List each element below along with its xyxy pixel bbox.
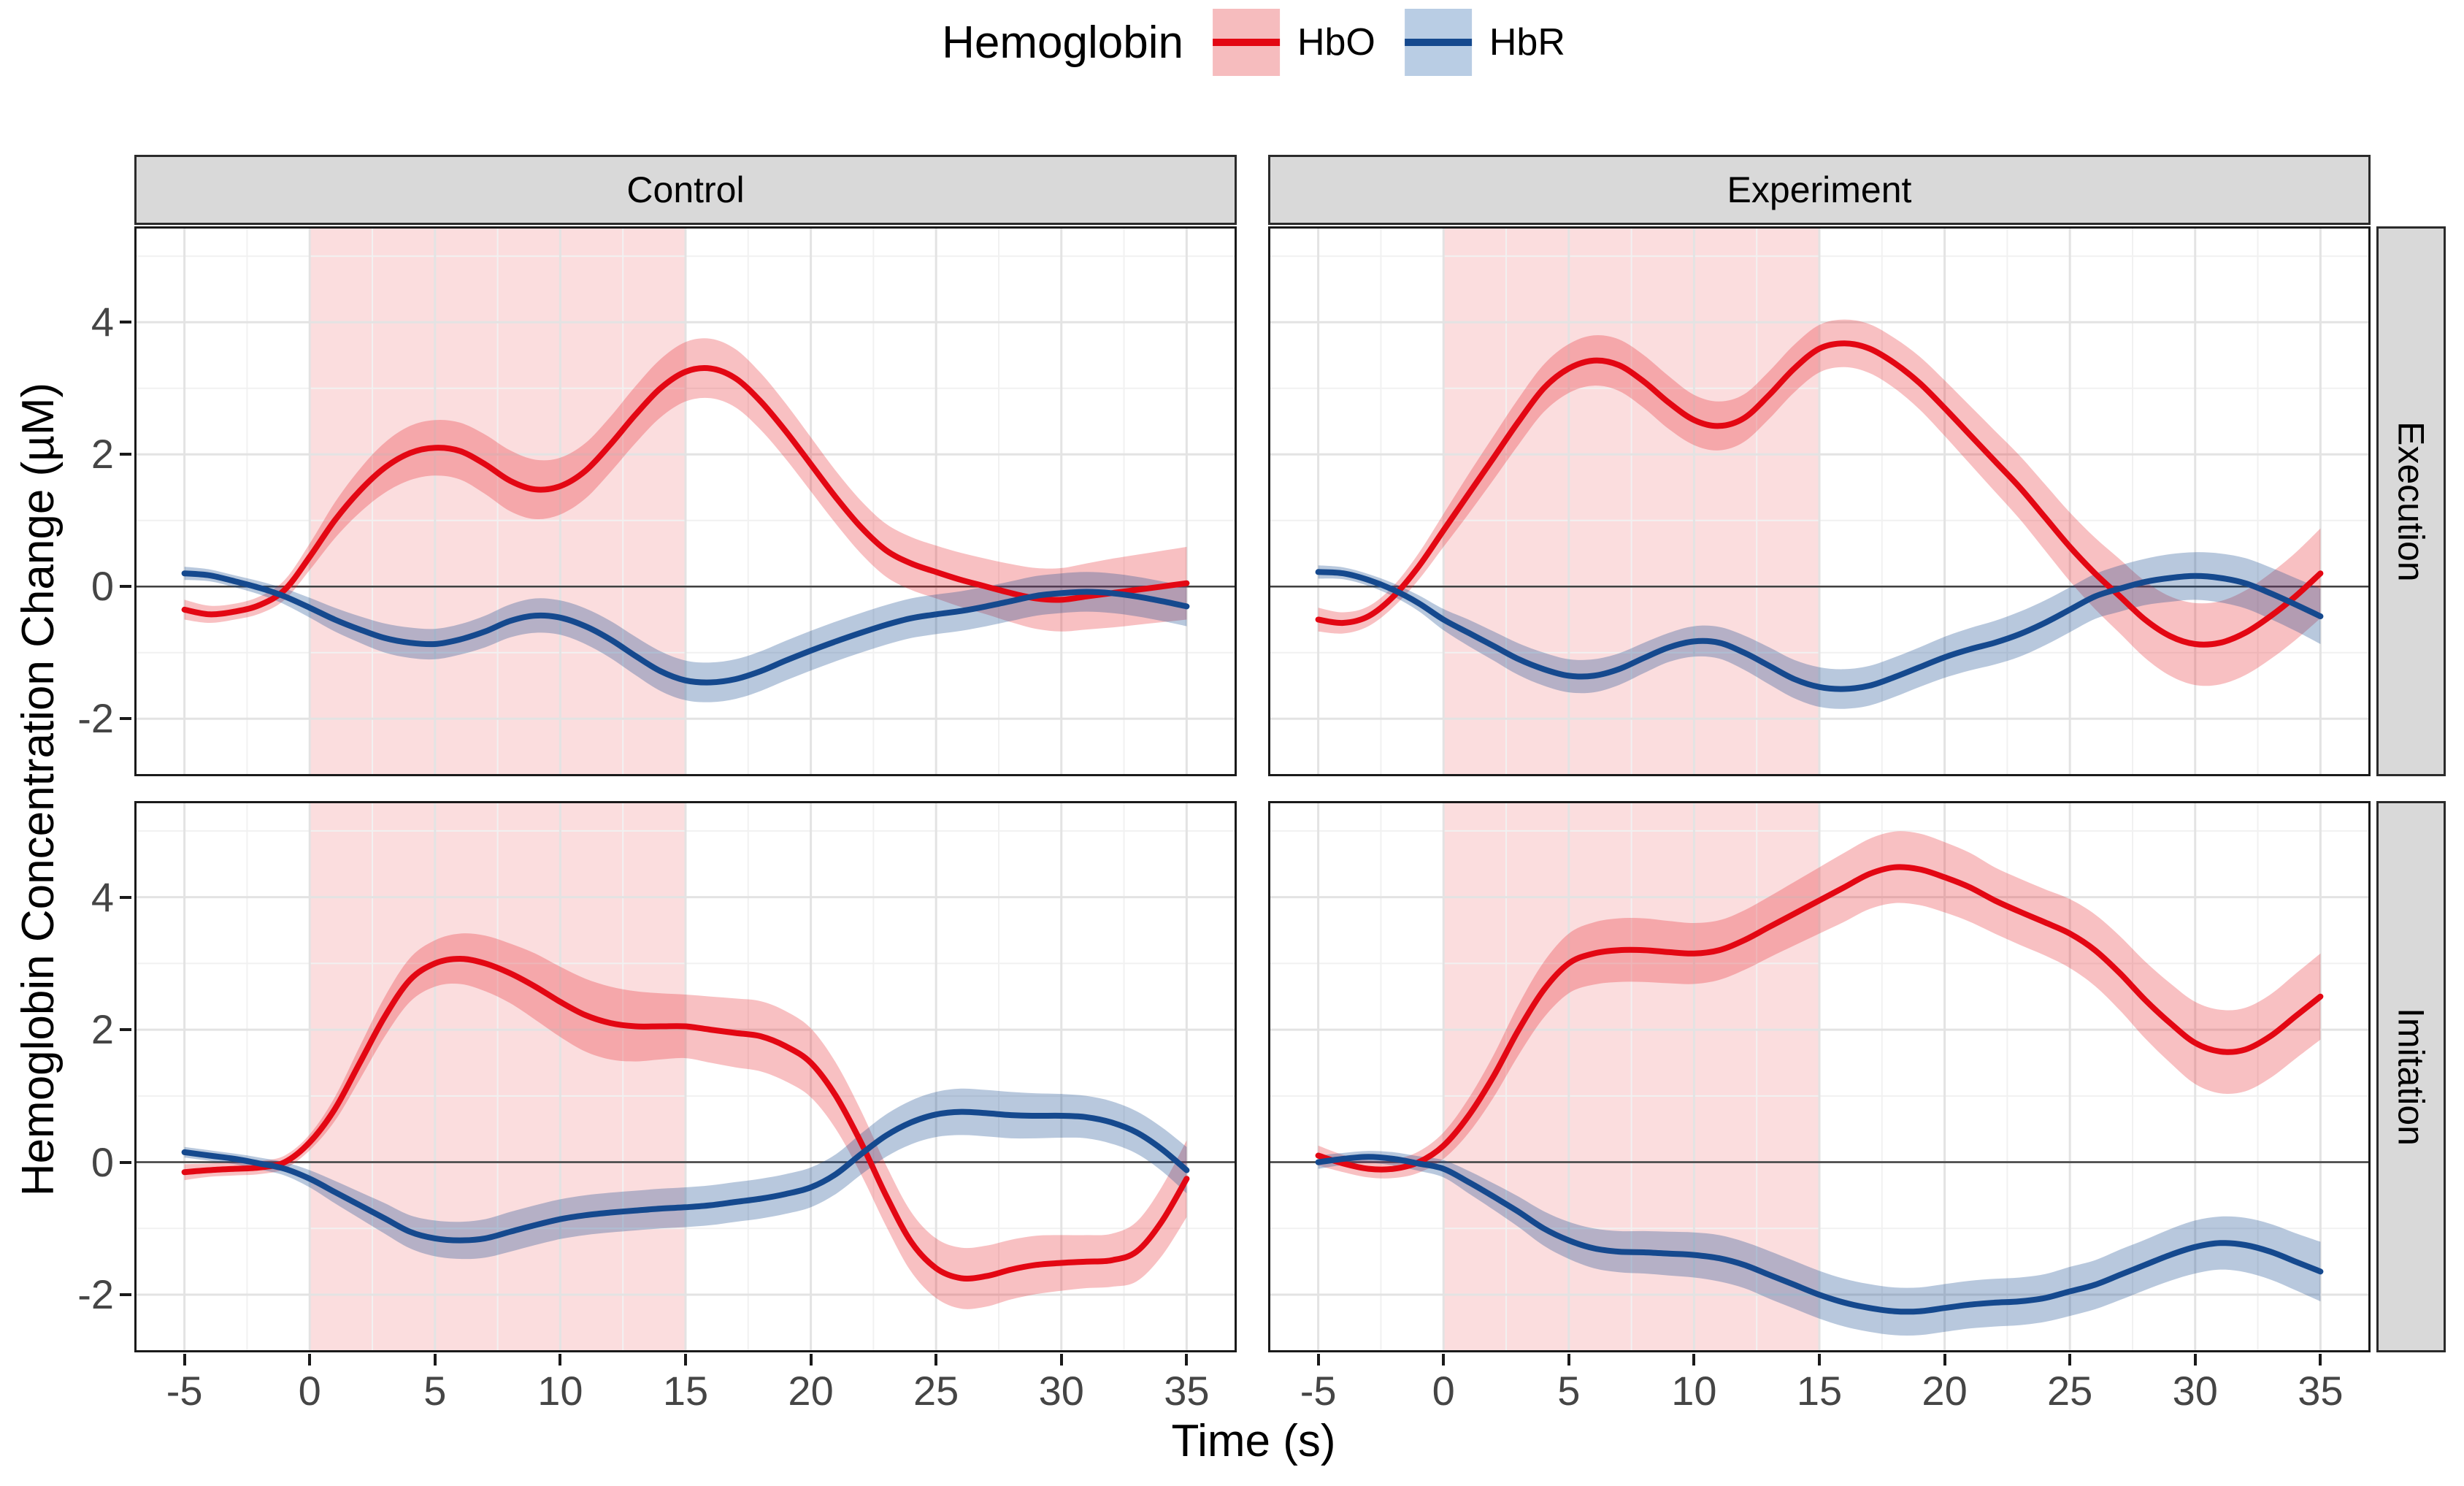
x-tick-mark [1185, 1354, 1189, 1366]
legend-title: Hemoglobin [942, 17, 1183, 68]
legend-item-hbo: HbO [1212, 9, 1375, 76]
x-tick-label: 5 [1557, 1368, 1581, 1414]
hbr-line [1315, 1154, 2324, 1315]
x-tick-label: 15 [662, 1368, 709, 1414]
hbo-line [181, 365, 1190, 618]
x-tick-mark [2068, 1354, 2072, 1366]
x-tick-mark [433, 1354, 437, 1366]
hbr-line [1315, 569, 2324, 692]
legend-item-hbr: HbR [1404, 9, 1565, 76]
legend-label-hbr: HbR [1489, 21, 1565, 64]
x-tick-label: 25 [913, 1368, 959, 1414]
y-tick-label: 4 [91, 299, 114, 345]
x-tick-mark [1818, 1354, 1821, 1366]
y-tick-mark [120, 1160, 131, 1164]
y-tick-label: 4 [91, 873, 114, 920]
y-tick-label: 0 [91, 563, 114, 610]
x-tick-label: -5 [166, 1368, 203, 1414]
legend-label-hbo: HbO [1297, 21, 1375, 64]
x-tick-mark [1059, 1354, 1063, 1366]
y-tick-label: 2 [91, 1006, 114, 1053]
y-tick-label: 2 [91, 431, 114, 478]
y-tick-mark [120, 895, 131, 899]
hbo-ribbon [184, 933, 1187, 1309]
x-tick-mark [559, 1354, 562, 1366]
hbr-line [181, 570, 1190, 686]
y-tick-mark [120, 585, 131, 589]
x-tick-label: 35 [1164, 1368, 1210, 1414]
legend: Hemoglobin HbO HbR [942, 9, 1565, 76]
x-tick-label: 15 [1796, 1368, 1843, 1414]
hbr-ribbon [184, 1088, 1187, 1260]
y-tick-label: -2 [77, 695, 114, 742]
x-tick-label: 30 [2172, 1368, 2218, 1414]
facet-strip-control: Control [134, 155, 1237, 225]
y-tick-mark [120, 321, 131, 324]
x-tick-label: -5 [1300, 1368, 1337, 1414]
facet-strip-imitation: Imitation [2376, 801, 2446, 1352]
x-tick-mark [183, 1354, 186, 1366]
facet-strip-execution: Execution [2376, 226, 2446, 776]
hbo-ribbon [184, 338, 1187, 632]
panel-imitation-control [134, 801, 1237, 1352]
y-tick-label: 0 [91, 1138, 114, 1185]
y-tick-mark [120, 1028, 131, 1032]
hbr-ribbon [1318, 552, 2321, 709]
x-tick-label: 0 [298, 1368, 321, 1414]
hbo-line [1315, 340, 2324, 648]
x-tick-label: 0 [1432, 1368, 1455, 1414]
x-tick-label: 25 [2047, 1368, 2093, 1414]
x-tick-mark [1316, 1354, 1320, 1366]
hbr-line [181, 1108, 1190, 1244]
x-tick-mark [934, 1354, 938, 1366]
x-tick-mark [809, 1354, 813, 1366]
x-tick-label: 10 [1671, 1368, 1717, 1414]
hbr-ribbon-swatch-icon [1404, 9, 1472, 76]
x-tick-label: 20 [1922, 1368, 1968, 1414]
x-tick-label: 35 [2298, 1368, 2344, 1414]
hbo-line-icon [1212, 39, 1280, 46]
hbo-ribbon [1318, 831, 2321, 1179]
panel-execution-experiment [1268, 226, 2371, 776]
hbr-ribbon [184, 567, 1187, 702]
panel-imitation-experiment [1268, 801, 2371, 1352]
hbr-line-icon [1404, 39, 1472, 46]
panel-execution-control [134, 226, 1237, 776]
y-axis-title: Hemoglobin Concentration Change (µM) [13, 382, 64, 1197]
y-tick-mark [120, 453, 131, 456]
x-axis-title: Time (s) [1171, 1416, 1336, 1466]
facet-strip-experiment: Experiment [1268, 155, 2371, 225]
x-tick-mark [308, 1354, 312, 1366]
x-tick-mark [684, 1354, 687, 1366]
hbo-line [1315, 864, 2324, 1173]
y-tick-mark [120, 1293, 131, 1297]
x-tick-mark [1692, 1354, 1696, 1366]
y-tick-label: -2 [77, 1271, 114, 1318]
hbo-ribbon-swatch-icon [1212, 9, 1280, 76]
hbo-ribbon [1318, 319, 2321, 686]
hbo-line [181, 955, 1190, 1282]
x-tick-label: 30 [1038, 1368, 1084, 1414]
x-tick-mark [1567, 1354, 1570, 1366]
x-tick-mark [2193, 1354, 2197, 1366]
y-tick-mark [120, 717, 131, 721]
x-tick-label: 20 [788, 1368, 834, 1414]
x-tick-mark [1943, 1354, 1946, 1366]
x-tick-mark [1442, 1354, 1446, 1366]
x-tick-label: 5 [423, 1368, 447, 1414]
x-tick-label: 10 [537, 1368, 583, 1414]
x-tick-mark [2319, 1354, 2322, 1366]
